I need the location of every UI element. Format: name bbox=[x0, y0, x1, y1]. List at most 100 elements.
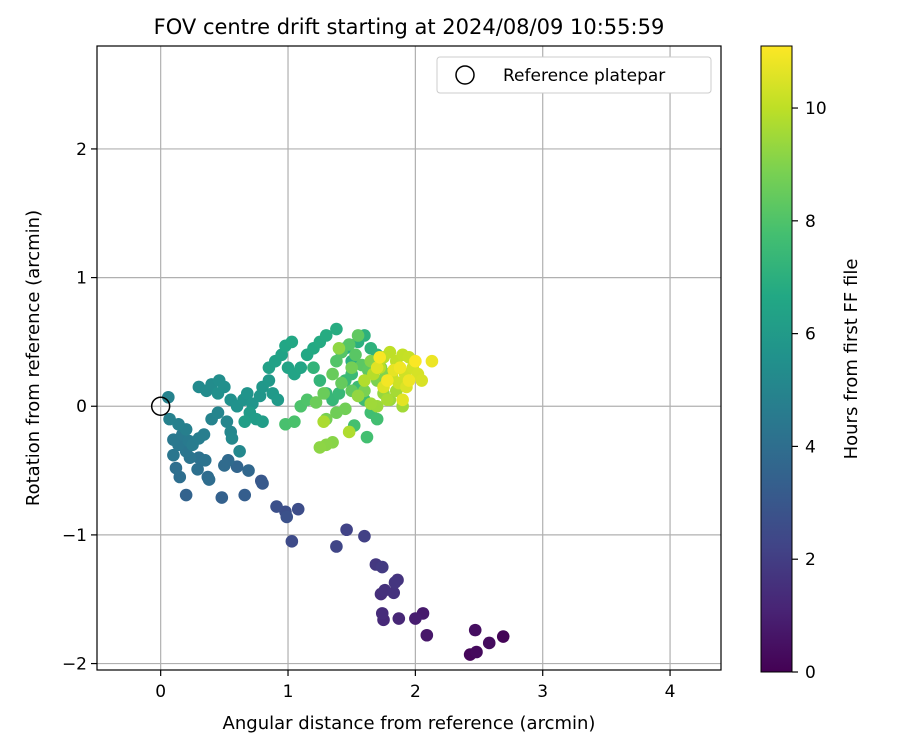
data-point bbox=[309, 396, 323, 409]
data-point bbox=[262, 374, 276, 387]
data-point bbox=[233, 444, 246, 458]
data-point bbox=[256, 415, 269, 428]
colorbar-tick-label: 10 bbox=[805, 99, 827, 119]
data-point bbox=[238, 488, 252, 502]
data-point bbox=[211, 387, 225, 400]
data-point bbox=[191, 462, 204, 476]
data-point bbox=[332, 387, 346, 400]
data-point bbox=[317, 387, 330, 400]
x-tick-label: 0 bbox=[155, 682, 166, 702]
data-point bbox=[218, 459, 231, 472]
data-point bbox=[317, 415, 330, 428]
data-point bbox=[402, 374, 416, 387]
data-point bbox=[370, 361, 384, 374]
y-axis-label: Rotation from reference (arcmin) bbox=[23, 210, 44, 506]
colorbar-label: Hours from first FF file bbox=[841, 259, 862, 460]
x-axis-label: Angular distance from reference (arcmin) bbox=[223, 713, 596, 734]
x-axis-ticks: 0 1 2 3 4 bbox=[155, 670, 675, 702]
data-point bbox=[420, 628, 434, 642]
data-point bbox=[342, 425, 356, 439]
data-point bbox=[288, 415, 301, 428]
data-point bbox=[256, 477, 269, 490]
data-point bbox=[280, 510, 294, 524]
legend: Reference platepar bbox=[436, 56, 712, 94]
y-tick-label: −2 bbox=[62, 655, 87, 675]
data-point bbox=[345, 361, 358, 374]
chart-title: FOV centre drift starting at 2024/08/09 … bbox=[154, 15, 665, 39]
data-point bbox=[169, 461, 183, 475]
x-tick-label: 1 bbox=[283, 682, 294, 702]
x-tick-label: 2 bbox=[410, 682, 421, 702]
data-point bbox=[351, 389, 365, 403]
data-point bbox=[349, 348, 362, 362]
colorbar-tick-label: 0 bbox=[805, 663, 816, 683]
colorbar-tick-label: 6 bbox=[805, 325, 816, 345]
data-point bbox=[409, 612, 422, 625]
data-point bbox=[375, 607, 389, 620]
data-point bbox=[215, 491, 229, 504]
data-point bbox=[360, 430, 374, 444]
data-point bbox=[313, 441, 327, 454]
data-point bbox=[307, 361, 320, 374]
data-point bbox=[409, 354, 422, 368]
legend-marker bbox=[455, 65, 475, 85]
data-point bbox=[230, 460, 244, 474]
data-point bbox=[335, 376, 348, 390]
data-point bbox=[387, 586, 401, 600]
plot-frame bbox=[96, 45, 722, 671]
data-point bbox=[468, 623, 482, 637]
data-point bbox=[330, 322, 343, 336]
data-point bbox=[319, 329, 333, 342]
y-axis-ticks: −2 −1 0 1 2 bbox=[62, 140, 97, 675]
data-point bbox=[197, 428, 211, 441]
data-point bbox=[342, 338, 356, 351]
data-point bbox=[238, 415, 252, 428]
data-point bbox=[358, 529, 371, 543]
data-point bbox=[381, 393, 394, 407]
data-point bbox=[211, 406, 225, 419]
data-point bbox=[375, 560, 389, 574]
data-point bbox=[179, 488, 193, 502]
data-point bbox=[470, 645, 483, 659]
data-point bbox=[332, 342, 346, 355]
data-point bbox=[242, 464, 255, 477]
data-point bbox=[496, 630, 510, 643]
data-point bbox=[351, 329, 365, 342]
data-point bbox=[285, 335, 299, 349]
data-point bbox=[340, 523, 353, 537]
data-point bbox=[271, 393, 285, 407]
data-point bbox=[364, 397, 378, 410]
data-point bbox=[167, 448, 180, 462]
data-point bbox=[388, 576, 402, 589]
data-point bbox=[285, 535, 299, 548]
colorbar-tick-label: 8 bbox=[805, 212, 816, 232]
data-point bbox=[225, 432, 239, 445]
data-point bbox=[270, 500, 283, 513]
data-point bbox=[482, 636, 496, 650]
data-point bbox=[381, 374, 394, 387]
legend-entry-label: Reference platepar bbox=[503, 66, 665, 86]
data-point bbox=[383, 345, 397, 359]
data-point bbox=[392, 612, 406, 625]
y-tick-label: −1 bbox=[62, 526, 87, 546]
colorbar-tick-label: 4 bbox=[805, 437, 816, 457]
data-point bbox=[370, 412, 384, 426]
data-point bbox=[220, 415, 234, 428]
x-tick-label: 4 bbox=[665, 682, 676, 702]
reference-platepar-marker bbox=[150, 396, 171, 416]
colorbar-ticks: 0 2 4 6 8 10 bbox=[792, 99, 827, 683]
data-point bbox=[358, 374, 371, 387]
data-point bbox=[162, 390, 175, 404]
y-tick-label: 1 bbox=[76, 269, 87, 289]
data-points bbox=[162, 322, 510, 661]
data-point bbox=[393, 361, 407, 374]
colorbar-tick-label: 2 bbox=[805, 550, 816, 570]
data-point bbox=[415, 374, 429, 387]
data-point bbox=[202, 473, 216, 486]
data-point bbox=[373, 351, 387, 364]
legend-box bbox=[436, 56, 712, 94]
data-point bbox=[198, 453, 212, 467]
data-point bbox=[163, 412, 176, 426]
data-point bbox=[339, 402, 352, 416]
